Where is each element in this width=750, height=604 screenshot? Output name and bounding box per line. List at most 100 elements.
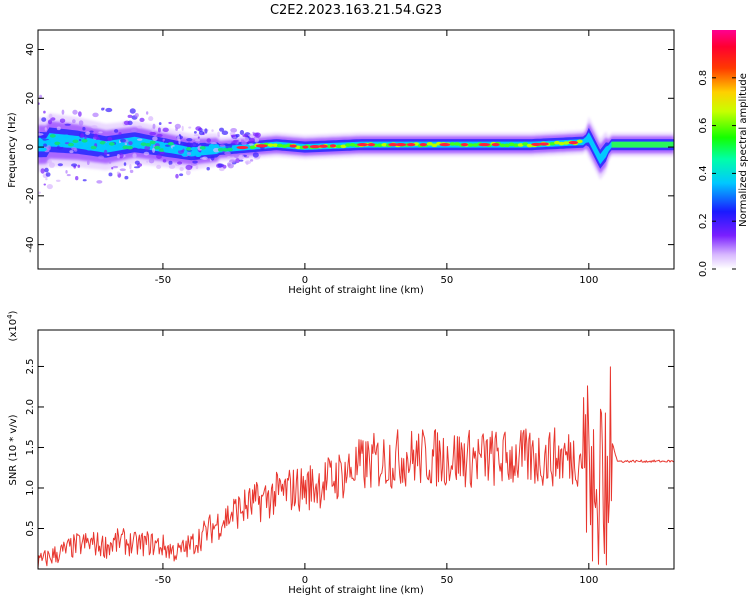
snr-y-tick-label: 2.5: [25, 359, 36, 375]
spectrogram-speckle: [148, 158, 155, 164]
spectrogram-speckle: [210, 142, 218, 145]
spectrogram-core: [472, 143, 479, 147]
spectrogram-speckle: [168, 121, 172, 124]
spectrogram-speckle: [97, 155, 105, 160]
spectrogram-peak: [439, 143, 451, 147]
spectrogram-core: [186, 147, 193, 151]
spectrogram-speckle: [38, 133, 44, 136]
spectrogram-speckle: [114, 129, 119, 133]
spectrogram-speckle: [56, 126, 61, 131]
spectrogram-speckle: [44, 127, 47, 131]
spectrogram-speckle: [116, 171, 120, 175]
spectrogram-peak: [395, 143, 407, 147]
spectrogram-speckle: [168, 164, 176, 169]
spectrogram-speckle: [156, 133, 163, 138]
spectrogram-speckle: [77, 164, 81, 168]
spectrogram-speckle: [210, 155, 215, 161]
spectrogram-core: [231, 145, 238, 150]
snr-y-tick-label: 1.0: [25, 480, 36, 496]
spectrogram-speckle: [48, 162, 55, 168]
spectrogram-core: [213, 144, 220, 148]
spectrogram-speckle: [38, 191, 41, 194]
spectrogram-speckle: [120, 138, 127, 143]
spectrogram-speckle: [129, 169, 134, 174]
spectrogram-speckle: [145, 111, 149, 115]
spectrogram-speckle: [92, 112, 99, 118]
spectrogram-speckle: [108, 172, 113, 177]
spectrogram-speckle: [66, 174, 71, 177]
snr-y-tick-label: 2.0: [25, 399, 36, 415]
spectrogram-speckle: [136, 125, 143, 129]
spectrogram-speckle: [186, 152, 192, 156]
spectrogram-speckle: [44, 167, 49, 173]
spectrogram-speckle: [47, 119, 53, 125]
spectrogram-speckle: [181, 125, 184, 131]
spectrogram-speckle: [111, 166, 114, 170]
spectrogram-panel: -50 0 50 100 -40 -20 0 20 40 Height of straight…: [7, 29, 675, 296]
spectrogram-x-tick-label: 100: [579, 275, 598, 286]
spectrogram-speckle: [50, 117, 56, 121]
spectrogram-peak: [531, 142, 542, 147]
spectrogram-peak: [309, 145, 321, 149]
spectrogram-core: [99, 140, 106, 145]
spectrogram-speckle: [148, 116, 154, 122]
spectrogram-speckle: [152, 123, 156, 129]
spectrogram-speckle: [162, 159, 167, 163]
spectrogram-speckle: [182, 143, 188, 147]
spectrogram-speckle: [190, 163, 198, 166]
spectrogram-core: [376, 143, 383, 148]
spectrogram-core: [508, 142, 515, 147]
spectrogram-speckle: [103, 149, 108, 156]
spectrogram-core: [204, 150, 211, 155]
spectrogram-core: [558, 141, 565, 146]
spectrogram-core: [63, 134, 70, 139]
spectrogram-speckle: [149, 131, 157, 136]
spectrogram-speckle: [243, 137, 249, 143]
spectrogram-speckle: [226, 140, 232, 145]
spectrogram-core: [199, 146, 206, 150]
spectrogram-core: [345, 143, 352, 147]
spectrogram-core: [113, 145, 120, 149]
spectrogram-speckle: [195, 164, 199, 170]
spectrogram-speckle: [218, 167, 225, 172]
spectrogram-core: [272, 143, 279, 147]
spectrogram-core: [167, 141, 174, 146]
spectrogram-speckle: [227, 163, 234, 169]
spectrogram-core: [499, 143, 506, 148]
spectrogram-speckle: [253, 132, 259, 137]
spectrogram-speckle: [143, 151, 150, 156]
spectrogram-speckle: [72, 109, 78, 115]
spectrogram-core: [222, 147, 229, 152]
spectrogram-speckle: [89, 130, 94, 133]
colorbar-label: Normalized spectral amplitude: [738, 73, 749, 227]
spectrogram-speckle: [43, 183, 47, 186]
spectrogram-speckle: [124, 175, 129, 180]
spectrogram-core: [108, 142, 115, 146]
spectrogram-core: [349, 142, 356, 147]
spectrogram-peak: [491, 143, 500, 147]
spectrogram-speckle: [46, 183, 53, 190]
spectrogram-core: [95, 139, 102, 144]
spectrogram-speckle: [45, 177, 48, 181]
spectrogram-speckle: [233, 154, 240, 159]
spectrogram-core: [77, 143, 84, 148]
spectrogram-peak: [289, 144, 297, 148]
spectrogram-speckle: [65, 169, 68, 174]
spectrogram-speckle: [217, 134, 220, 138]
spectrogram-speckle: [40, 168, 45, 174]
spectrogram-core: [517, 143, 524, 147]
spectrogram-peak: [367, 143, 376, 147]
spectrogram-speckle: [168, 160, 173, 165]
spectrogram-speckle: [139, 117, 145, 122]
spectrogram-speckle: [59, 118, 66, 123]
spectrogram-core: [208, 144, 215, 148]
spectrogram-core: [86, 146, 93, 151]
spectrogram-speckle: [197, 136, 200, 139]
spectrogram-core: [58, 143, 65, 148]
spectrogram-speckle: [190, 165, 193, 168]
spectrogram-speckle: [235, 158, 240, 164]
spectrogram-speckle: [235, 133, 240, 138]
spectrogram-speckle: [190, 142, 193, 149]
spectrogram-speckle: [228, 159, 236, 163]
spectrogram-speckle: [47, 159, 52, 164]
